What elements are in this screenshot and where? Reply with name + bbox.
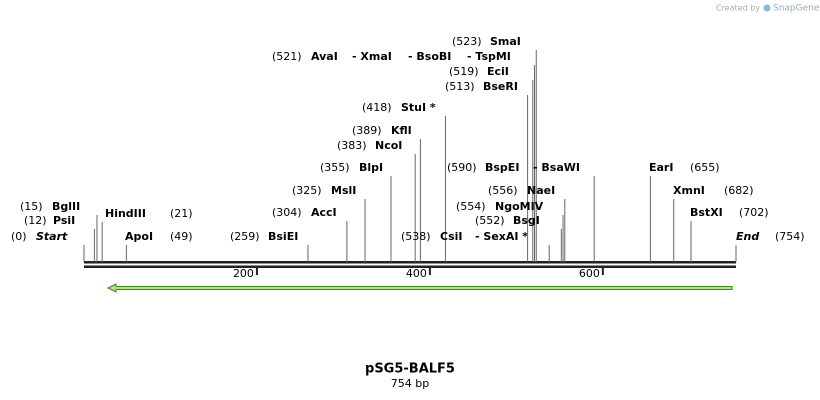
site-position: (389) — [352, 124, 382, 137]
enzyme-name: - TspMI — [467, 50, 511, 63]
site-position: (355) — [320, 161, 350, 174]
tick-label: 200 — [233, 267, 254, 280]
site-position: (521) — [272, 50, 302, 63]
site-position: (12) — [24, 214, 47, 227]
site-position: (519) — [449, 65, 479, 78]
feature-arrow — [106, 283, 733, 293]
site-position: (15) — [20, 200, 43, 213]
enzyme-name: KflI — [391, 124, 412, 137]
site-position: (556) — [488, 184, 518, 197]
site-position: (655) — [690, 161, 720, 174]
enzyme-name: Start — [36, 230, 68, 243]
enzyme-name: BsiEI — [268, 230, 298, 243]
site-position: (49) — [170, 230, 193, 243]
site-position: (538) — [401, 230, 431, 243]
enzyme-name: AvaI — [311, 50, 338, 63]
site-position: (682) — [724, 184, 754, 197]
site-position: (325) — [292, 184, 322, 197]
enzyme-name: XmnI — [673, 184, 705, 197]
enzyme-name: - SexAI * — [475, 230, 528, 243]
site-position: (702) — [739, 206, 769, 219]
enzyme-name: - BsaWI — [533, 161, 580, 174]
map-title: pSG5-BALF5 — [365, 362, 455, 377]
enzyme-name: SmaI — [490, 35, 521, 48]
map-length: 754 bp — [391, 377, 429, 390]
logo — [763, 4, 771, 12]
enzyme-name: NcoI — [375, 139, 402, 152]
enzyme-name: BstXI — [690, 206, 723, 219]
enzyme-name: BlpI — [359, 161, 383, 174]
enzyme-name: CsiI — [440, 230, 462, 243]
enzyme-name: EarI — [649, 161, 673, 174]
site-position: (304) — [272, 206, 302, 219]
enzyme-name: End — [736, 230, 759, 243]
enzyme-name: - XmaI — [352, 50, 392, 63]
enzyme-name: HindIII — [105, 207, 146, 220]
site-position: (383) — [337, 139, 367, 152]
enzyme-name: EciI — [487, 65, 509, 78]
enzyme-name: BglII — [52, 200, 80, 213]
site-position: (418) — [362, 101, 392, 114]
site-position: (513) — [445, 80, 475, 93]
site-position: (523) — [452, 35, 482, 48]
enzyme-name: NaeI — [527, 184, 555, 197]
enzyme-name: - BsoBI — [408, 50, 451, 63]
watermark-prefix: Created by — [716, 4, 760, 13]
tick-label: 600 — [579, 267, 600, 280]
enzyme-name: BspEI — [485, 161, 519, 174]
backbone — [84, 265, 736, 268]
enzyme-name: MslI — [331, 184, 356, 197]
enzyme-name: AccI — [311, 206, 337, 219]
site-position: (0) — [11, 230, 27, 243]
site-position: (754) — [775, 230, 805, 243]
enzyme-name: BseRI — [483, 80, 518, 93]
enzyme-name: PsiI — [53, 214, 75, 227]
site-position: (259) — [230, 230, 260, 243]
site-position: (554) — [456, 200, 486, 213]
watermark-brand: SnapGene — [773, 4, 820, 14]
backbone — [84, 261, 736, 264]
enzyme-name: NgoMIV — [495, 200, 544, 213]
enzyme-name: ApoI — [125, 230, 153, 243]
enzyme-name: BsgI — [513, 214, 540, 227]
site-position: (552) — [475, 214, 505, 227]
site-position: (590) — [447, 161, 477, 174]
tick-label: 400 — [406, 267, 427, 280]
enzyme-name: StuI * — [401, 101, 436, 114]
site-position: (21) — [170, 207, 193, 220]
